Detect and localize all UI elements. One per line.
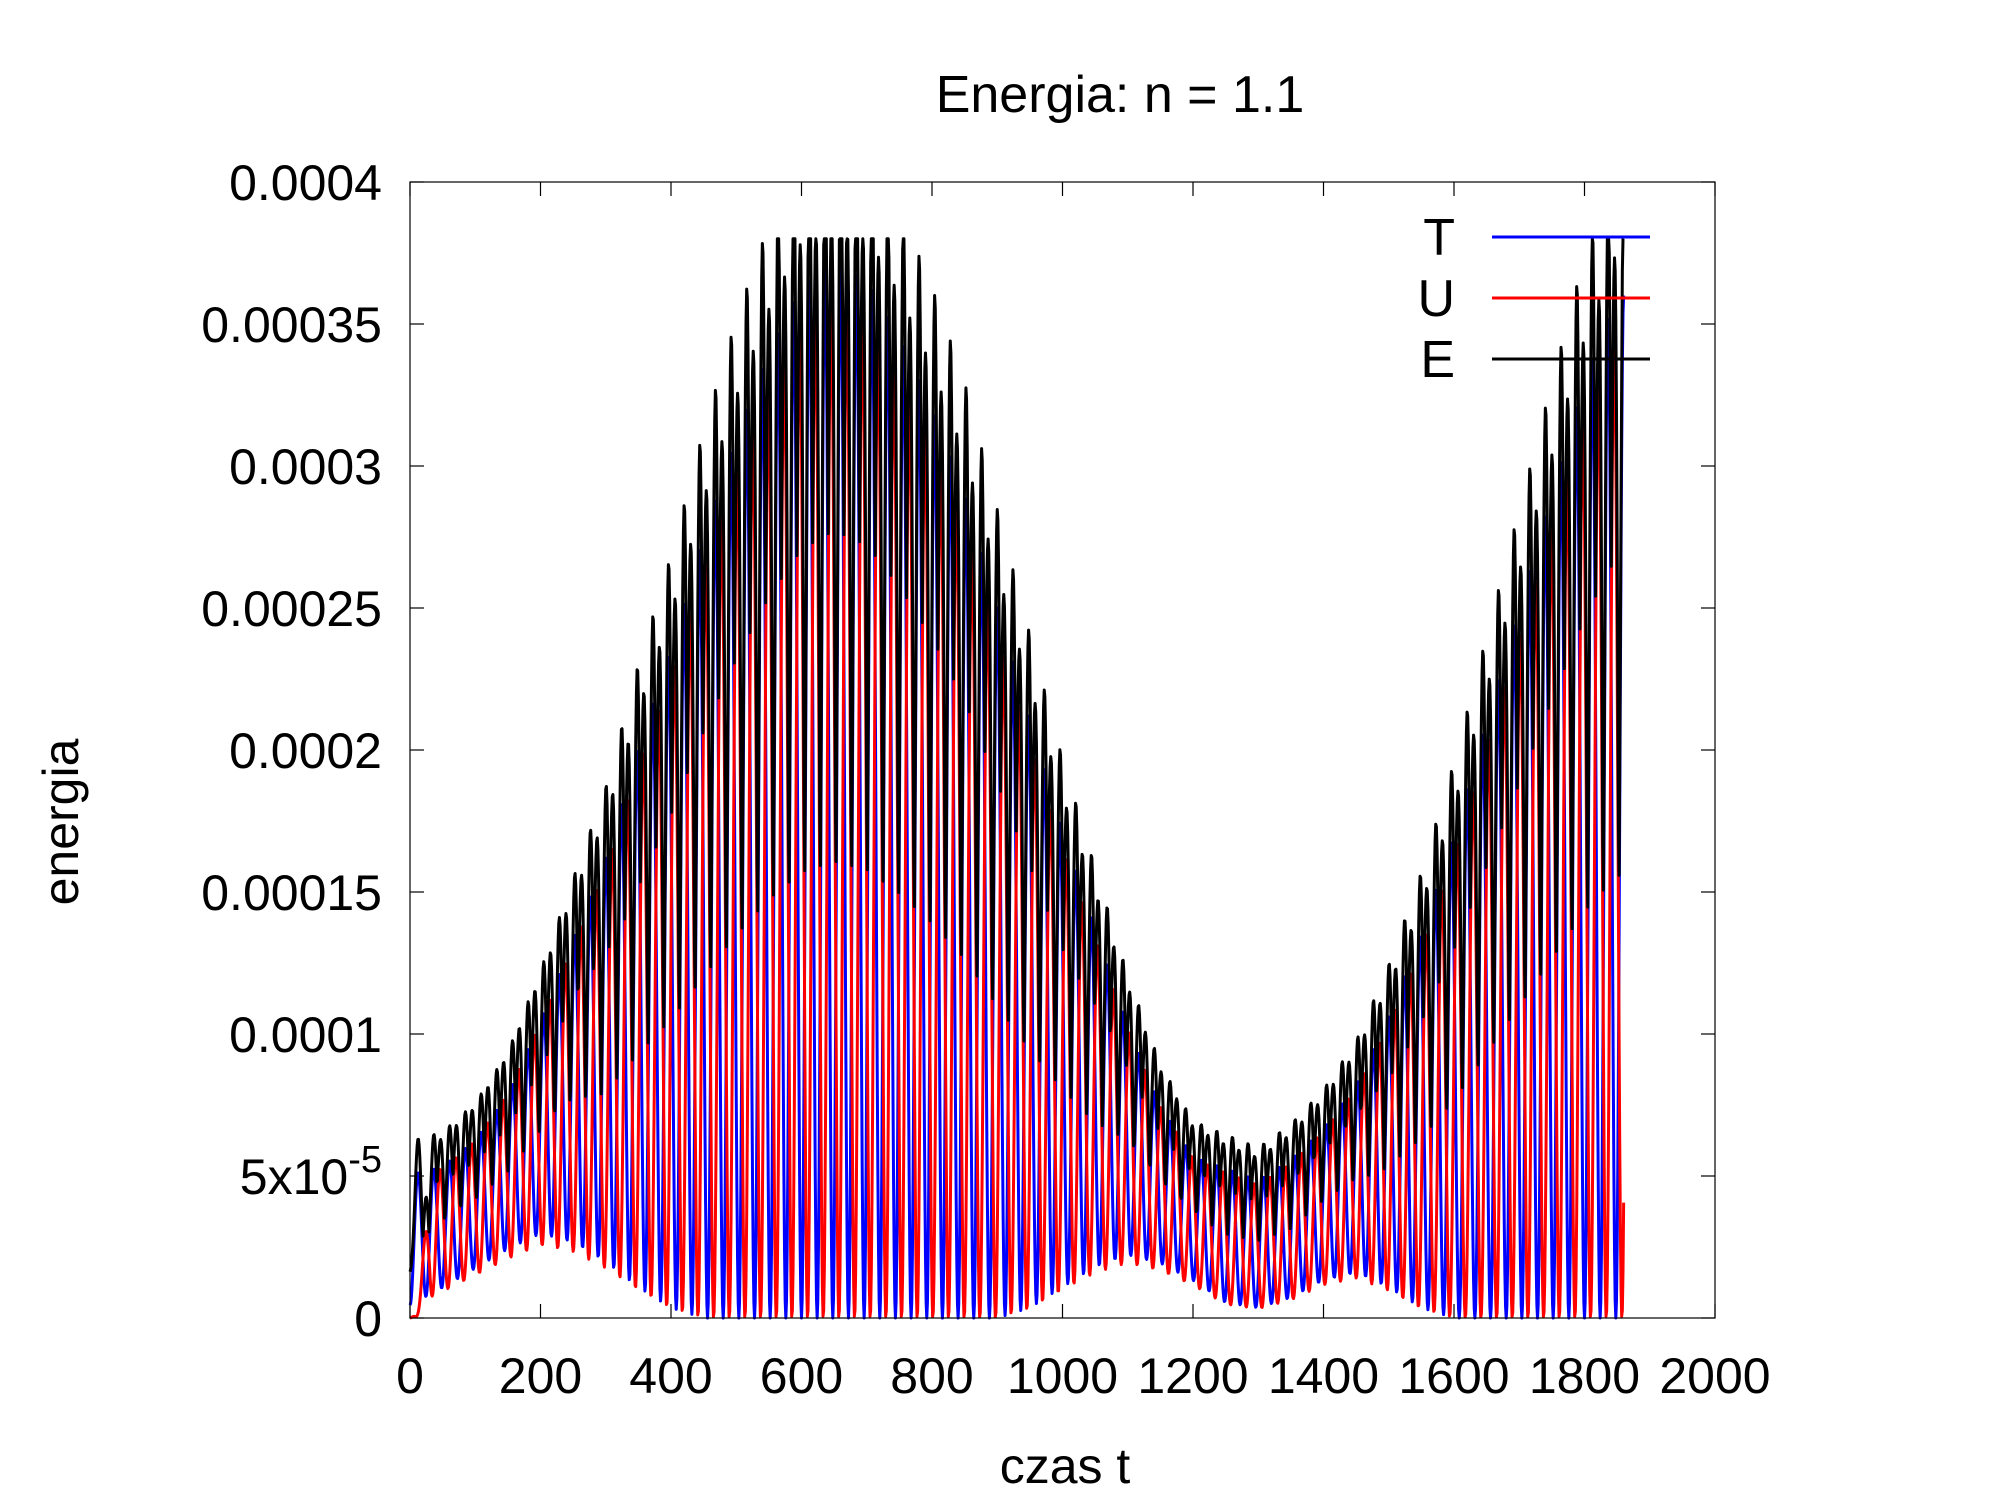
legend-label-T: T bbox=[1423, 209, 1455, 267]
y-tick-label: 0.0002 bbox=[229, 723, 382, 779]
x-tick-label: 2000 bbox=[1659, 1348, 1770, 1404]
x-tick-label: 1600 bbox=[1398, 1348, 1509, 1404]
y-tick-label: 0.00015 bbox=[201, 865, 382, 921]
y-tick-label-exponent: -5 bbox=[348, 1139, 382, 1181]
x-tick-label: 1800 bbox=[1529, 1348, 1640, 1404]
y-axis-label: energia bbox=[33, 738, 89, 905]
chart-title: Energia: n = 1.1 bbox=[936, 66, 1305, 124]
legend-label-U: U bbox=[1417, 270, 1455, 328]
x-axis-label: czas t bbox=[1000, 1438, 1131, 1494]
x-tick-label: 400 bbox=[629, 1348, 712, 1404]
series-line-E bbox=[408, 237, 1625, 1273]
x-tick-label: 600 bbox=[760, 1348, 843, 1404]
y-tick-label: 0.00035 bbox=[201, 297, 382, 353]
x-tick-label: 0 bbox=[396, 1348, 424, 1404]
y-tick-label: 5x10-5 bbox=[240, 1139, 382, 1205]
y-tick-label: 0.0003 bbox=[229, 439, 382, 495]
y-tick-label: 0.0001 bbox=[229, 1007, 382, 1063]
x-tick-label: 1200 bbox=[1137, 1348, 1248, 1404]
x-tick-label: 200 bbox=[499, 1348, 582, 1404]
x-tick-label: 800 bbox=[890, 1348, 973, 1404]
legend-label-E: E bbox=[1420, 331, 1455, 389]
x-tick-label: 1400 bbox=[1268, 1348, 1379, 1404]
ticks-layer: 0 200 400 600 800 1000 1200 1400 1600 1800 2000 0 5x… bbox=[201, 155, 1770, 1404]
y-tick-label-base: 5x10 bbox=[240, 1149, 348, 1205]
plot-frame bbox=[409, 181, 1716, 1319]
x-tick-label: 1000 bbox=[1007, 1348, 1118, 1404]
legend: TUE bbox=[1417, 209, 1650, 389]
y-tick-label: 0.0004 bbox=[229, 155, 382, 211]
y-tick-label: 0.00025 bbox=[201, 581, 382, 637]
y-tick-label: 0 bbox=[354, 1291, 382, 1347]
series-layer bbox=[408, 237, 1626, 1320]
